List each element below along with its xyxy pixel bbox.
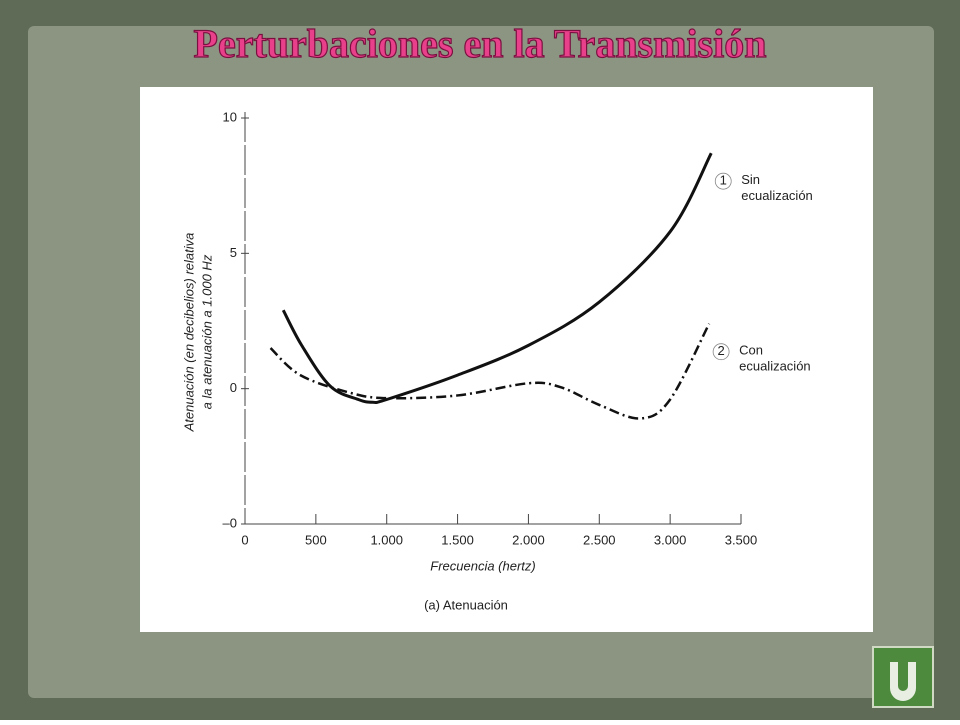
series-marker-label: 1: [720, 173, 727, 188]
back-button-bg[interactable]: [872, 646, 934, 708]
x-tick-label: 500: [305, 532, 327, 547]
slide-title: Perturbaciones en la Transmisión: [194, 21, 767, 66]
x-tick-label: 2.500: [583, 532, 616, 547]
chart: –0 0 5 10 0 500 1.000 1.500 2.000 2.500 3.000 3.500…: [181, 109, 812, 612]
series-line: [269, 323, 711, 420]
back-icon[interactable]: [890, 662, 916, 701]
legend-label: Con ecualización: [739, 343, 811, 374]
series-line: [281, 152, 713, 405]
legend-label: Sin ecualización: [741, 173, 813, 204]
series-marker-circle: [712, 343, 730, 361]
y-axis-label: a la atenuación a 1.000 Hz: [199, 254, 214, 409]
series-marker-label: 2: [717, 343, 724, 358]
series-marker-circle: [714, 172, 732, 190]
back-button[interactable]: [872, 646, 934, 708]
y-tick-label: 0: [230, 380, 237, 395]
x-tick-label: 0: [241, 532, 248, 547]
y-tick-label: –0: [223, 515, 237, 530]
x-tick-label: 3.500: [725, 532, 758, 547]
x-tick-label: 1.000: [370, 532, 403, 547]
x-tick-label: 3.000: [654, 532, 687, 547]
y-tick-label: 10: [223, 109, 237, 124]
chart-area: [140, 87, 873, 632]
y-axis-label: Atenuación (en decibelios) relativa: [181, 233, 196, 433]
x-tick-label: 1.500: [441, 532, 474, 547]
y-tick-label: 5: [230, 245, 237, 260]
chart-caption: (a) Atenuación: [424, 597, 508, 612]
x-tick-label: 2.000: [512, 532, 545, 547]
x-axis-label: Frecuencia (hertz): [430, 558, 535, 573]
